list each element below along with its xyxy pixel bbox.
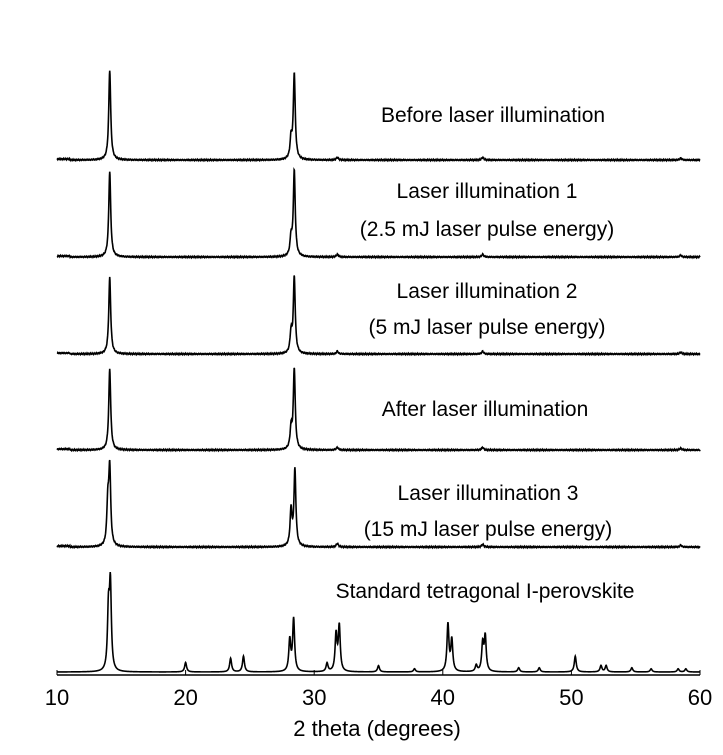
trace-1 — [56, 70, 701, 163]
trace-2-label-line-2: (2.5 mJ laser pulse energy) — [360, 218, 614, 241]
x-tick-label-60: 60 — [688, 685, 712, 710]
trace-3-label-line-2: (5 mJ laser pulse energy) — [369, 316, 606, 339]
x-tick-label-30: 30 — [302, 685, 326, 710]
trace-4-label-line-1: After laser illumination — [382, 398, 589, 421]
trace-5-label-line-2: (15 mJ laser pulse energy) — [364, 518, 613, 541]
x-tick-label-50: 50 — [559, 685, 583, 710]
trace-5 — [56, 459, 701, 550]
x-axis-ticks-group: 10 20 30 40 50 60 — [45, 670, 712, 710]
panel-labels-group: Before laser illumination Laser illuminat… — [336, 104, 635, 603]
trace-4 — [56, 367, 701, 453]
x-axis-label: 2 theta (degrees) — [293, 716, 461, 741]
x-tick-label-20: 20 — [173, 685, 197, 710]
trace-3-label-line-1: Laser illumination 2 — [397, 280, 578, 303]
trace-3 — [56, 275, 701, 357]
trace-2 — [56, 166, 701, 260]
x-tick-label-10: 10 — [45, 685, 69, 710]
trace-6 — [57, 572, 700, 673]
x-tick-label-40: 40 — [431, 685, 455, 710]
trace-5-label-line-1: Laser illumination 3 — [398, 482, 579, 505]
trace-1-label-line-1: Before laser illumination — [381, 104, 605, 127]
trace-2-label-line-1: Laser illumination 1 — [397, 180, 578, 203]
trace-6-label-line-1: Standard tetragonal I-perovskite — [336, 580, 635, 603]
traces-group — [56, 70, 701, 673]
